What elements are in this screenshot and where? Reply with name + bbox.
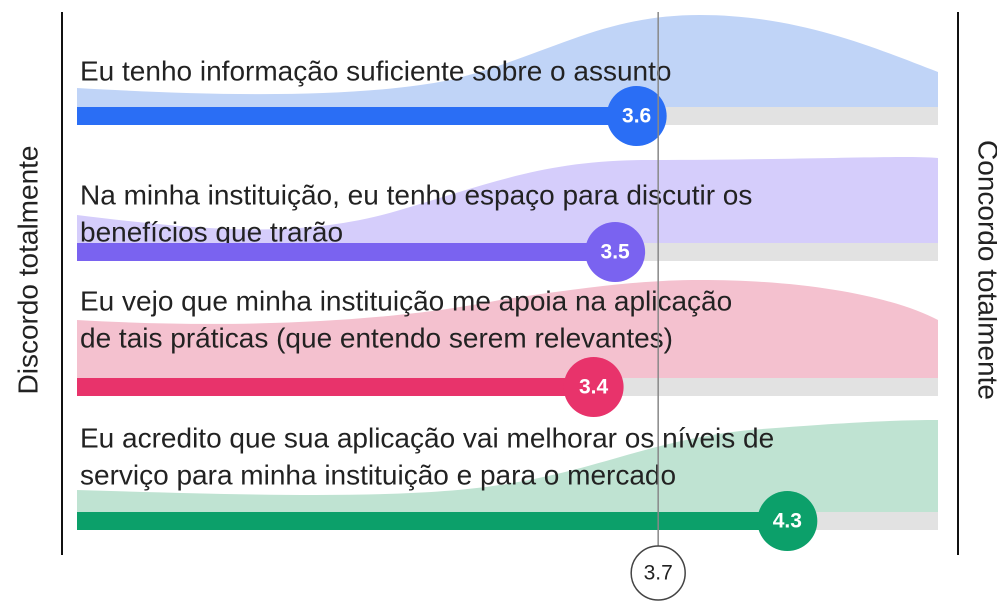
distributions: [77, 15, 938, 512]
value-label: 3.4: [579, 376, 609, 399]
bar: [77, 243, 616, 261]
value-label: 3.6: [622, 105, 651, 128]
right-axis-label: Concordo totalmente: [973, 140, 997, 400]
question: de tais práticas (que entendo serem rele…: [80, 322, 673, 353]
bar: [77, 512, 788, 530]
reference-label: 3.7: [644, 562, 673, 585]
value-badge: [757, 491, 818, 551]
left-axis-label: Discordo totalmente: [12, 145, 43, 394]
distribution: [77, 157, 938, 243]
question: Na minha instituição, eu tenho espaço pa…: [80, 179, 752, 210]
question: Eu tenho informação suficiente sobre o a…: [80, 55, 671, 86]
distribution: [77, 420, 938, 512]
bar: [77, 378, 594, 396]
value-badge: [563, 357, 624, 417]
value-label: 4.3: [773, 510, 802, 533]
value-badge: [585, 222, 646, 282]
value-label: 3.5: [601, 241, 631, 264]
question: Eu acredito que sua aplicação vai melhor…: [80, 422, 774, 453]
reference-badge: [630, 545, 686, 601]
question: Eu vejo que minha instituição me apoia n…: [80, 285, 732, 316]
distribution: [77, 280, 938, 378]
bar: [77, 107, 637, 125]
value-badge: [606, 86, 667, 146]
question: benefícios que trarão: [80, 216, 343, 247]
question: serviço para minha instituição e para o …: [80, 459, 676, 490]
distribution: [77, 15, 938, 107]
